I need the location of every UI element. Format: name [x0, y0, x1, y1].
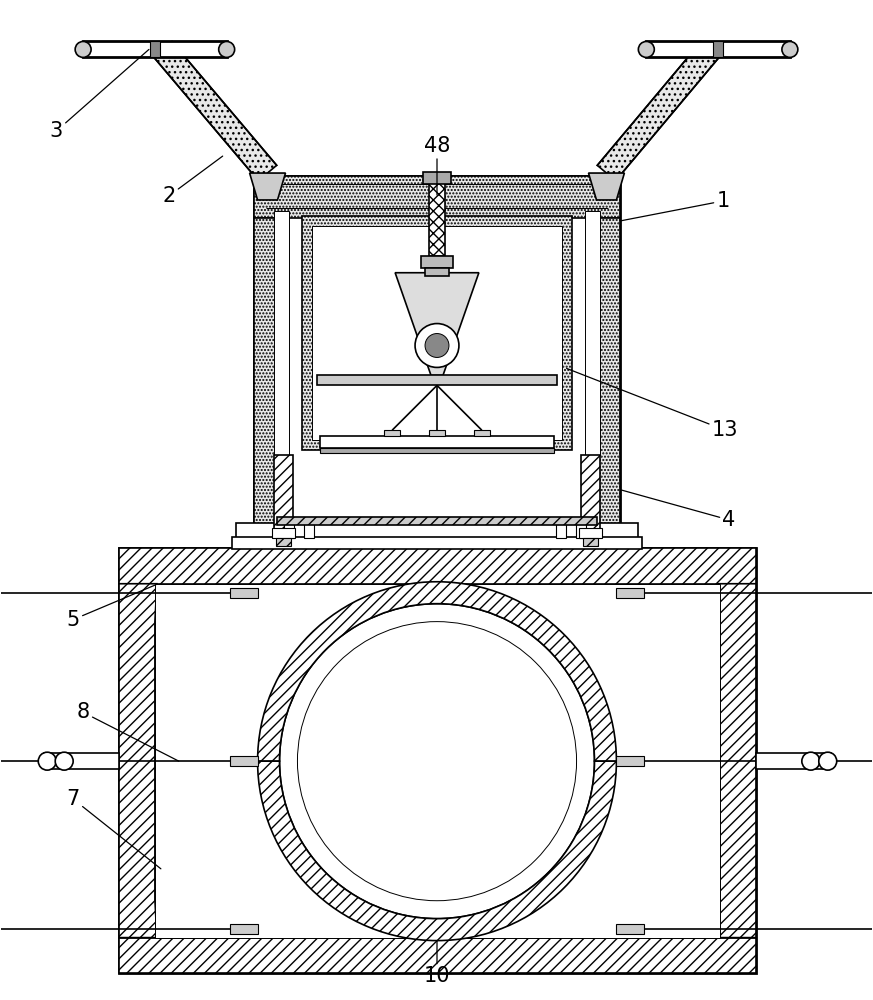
Bar	[585, 211, 601, 455]
Bar	[713, 41, 723, 57]
Bar	[230, 924, 258, 934]
Polygon shape	[597, 42, 719, 181]
Text: 48: 48	[423, 136, 450, 195]
Bar	[272, 528, 295, 538]
Text: 2: 2	[162, 156, 223, 206]
Text: 13: 13	[567, 368, 739, 440]
Bar	[318, 375, 557, 385]
Bar	[474, 430, 490, 436]
Text: 7: 7	[66, 789, 161, 869]
Bar	[593, 218, 621, 537]
Bar	[150, 41, 160, 57]
Polygon shape	[588, 173, 624, 200]
Bar	[320, 436, 553, 448]
Bar	[756, 753, 831, 769]
Bar	[155, 584, 720, 938]
Circle shape	[219, 41, 235, 57]
Circle shape	[801, 752, 820, 770]
Bar	[277, 517, 597, 525]
Wedge shape	[258, 582, 616, 761]
Bar	[230, 756, 258, 766]
Bar	[302, 216, 572, 450]
Bar	[616, 756, 644, 766]
Bar	[276, 538, 292, 546]
Circle shape	[38, 752, 56, 770]
Text: 1: 1	[621, 191, 730, 221]
Bar	[313, 226, 561, 440]
Circle shape	[298, 622, 576, 901]
Bar	[285, 523, 294, 538]
Bar	[119, 548, 756, 973]
Bar	[616, 924, 644, 934]
Bar	[425, 268, 449, 276]
Text: 4: 4	[622, 490, 736, 530]
Bar	[45, 753, 119, 769]
Bar	[555, 523, 566, 538]
Bar	[320, 448, 553, 453]
Circle shape	[819, 752, 836, 770]
Bar	[575, 523, 586, 538]
Circle shape	[425, 334, 449, 357]
Circle shape	[782, 41, 798, 57]
Bar	[423, 172, 451, 184]
Bar	[305, 523, 314, 538]
Bar	[421, 256, 453, 268]
Polygon shape	[250, 173, 285, 200]
Bar	[616, 588, 644, 598]
Polygon shape	[395, 273, 479, 375]
Circle shape	[75, 41, 91, 57]
Bar	[119, 938, 756, 973]
Bar	[253, 176, 621, 218]
Bar	[273, 211, 290, 455]
Wedge shape	[258, 761, 616, 941]
Polygon shape	[718, 584, 756, 938]
Circle shape	[279, 604, 595, 919]
Bar	[230, 588, 258, 598]
Bar	[429, 181, 445, 256]
Bar	[231, 537, 643, 549]
Circle shape	[415, 324, 459, 367]
Circle shape	[55, 752, 73, 770]
Text: 5: 5	[66, 585, 156, 630]
Bar	[581, 455, 601, 530]
Circle shape	[638, 41, 654, 57]
Bar	[579, 528, 602, 538]
Polygon shape	[154, 42, 277, 181]
Polygon shape	[119, 584, 157, 938]
Bar	[273, 455, 293, 530]
Bar	[253, 176, 621, 545]
Text: 8: 8	[77, 702, 179, 761]
Bar	[582, 538, 599, 546]
Bar	[384, 430, 400, 436]
Bar	[646, 41, 790, 57]
Bar	[119, 548, 756, 584]
Bar	[253, 218, 281, 537]
Bar	[429, 430, 445, 436]
Text: 3: 3	[50, 49, 149, 141]
Bar	[83, 41, 227, 57]
Bar	[236, 523, 638, 545]
Text: 10: 10	[423, 941, 450, 986]
